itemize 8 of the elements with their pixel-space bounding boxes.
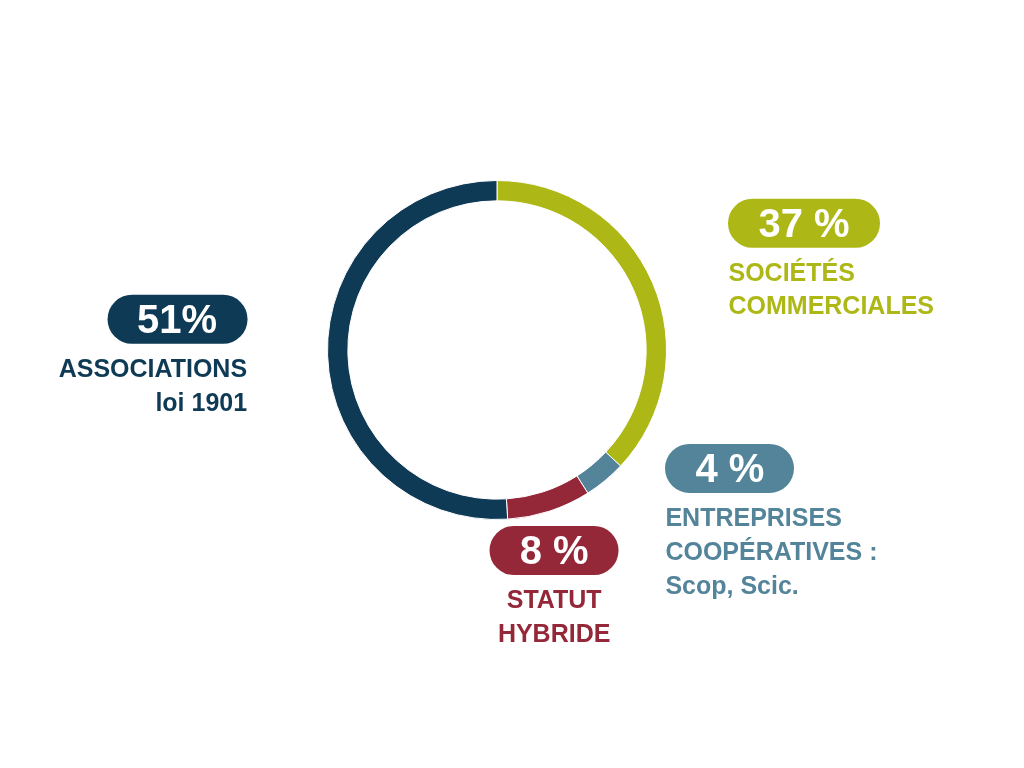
data-label: 37 % bbox=[728, 198, 880, 248]
slice-label: STATUT HYBRIDE bbox=[496, 583, 612, 649]
slice-label: ENTREPRISES COOPÉRATIVES : Scop, Scic. bbox=[665, 502, 878, 601]
slice-label: ASSOCIATIONS loi 1901 bbox=[58, 352, 248, 418]
data-label: 4 % bbox=[665, 444, 795, 494]
data-label: 8 % bbox=[489, 525, 619, 575]
slice-label: SOCIÉTÉS COMMERCIALES bbox=[728, 256, 935, 322]
data-label: 51% bbox=[107, 294, 248, 344]
